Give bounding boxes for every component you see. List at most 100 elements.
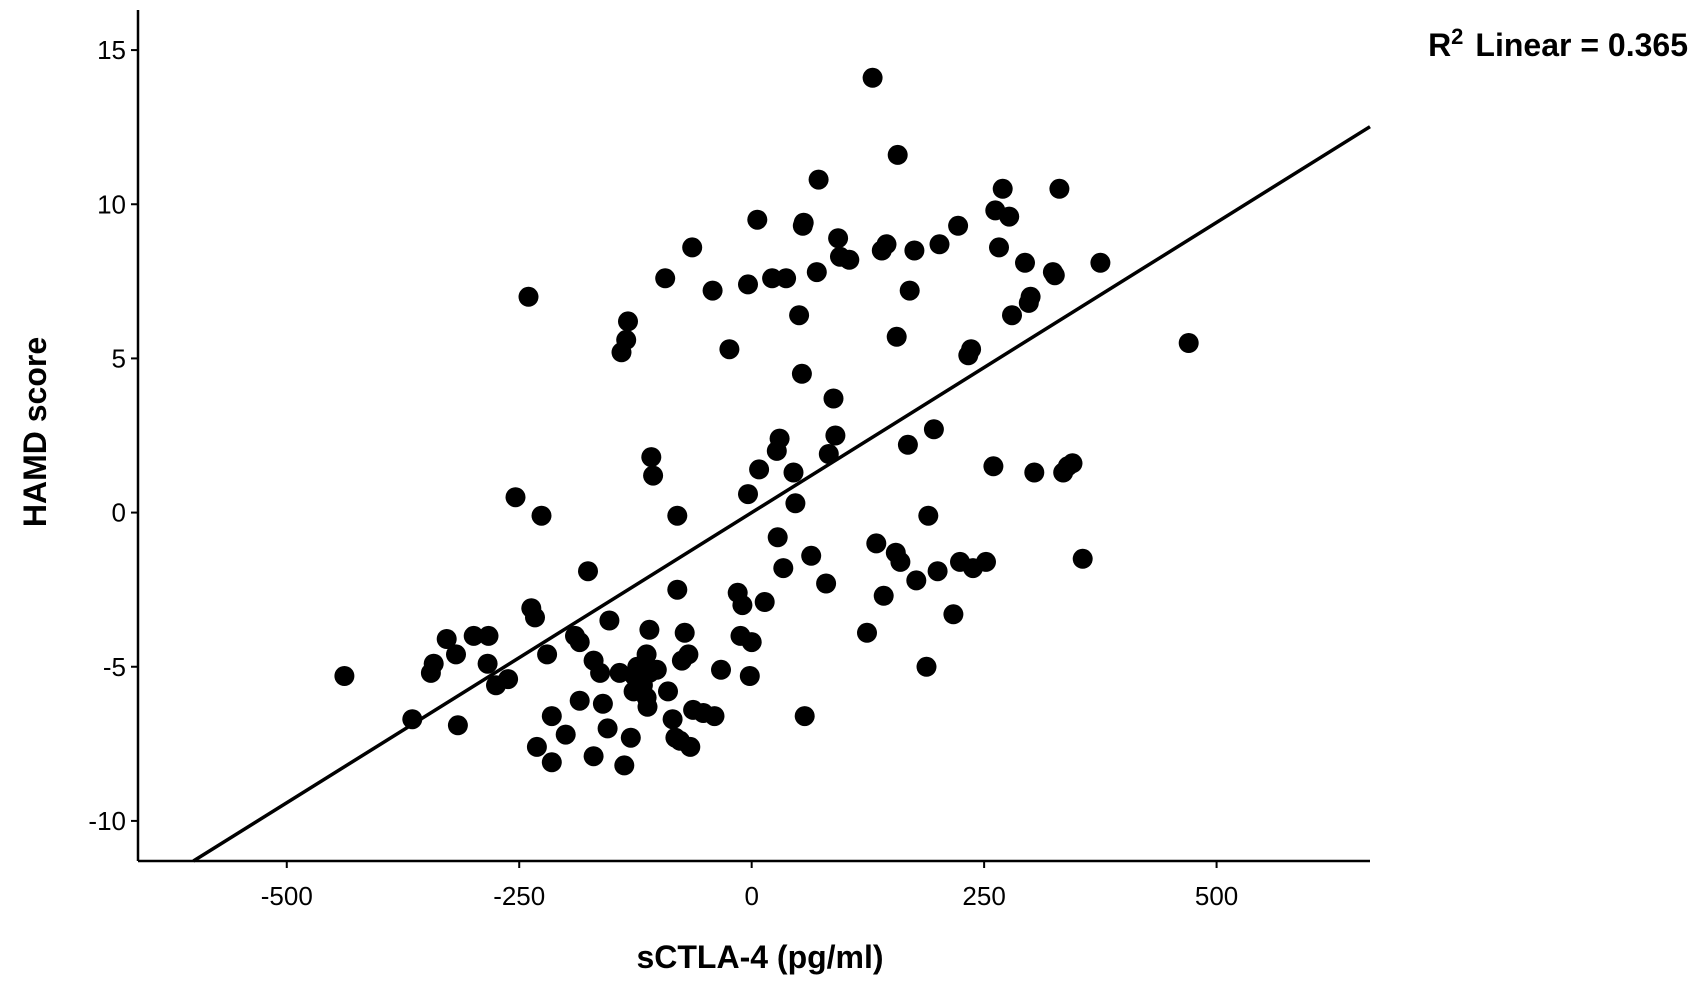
x-tick-label: 250: [962, 881, 1005, 911]
x-tick-label: -250: [493, 881, 545, 911]
fit-line-layer: [192, 125, 1371, 863]
data-point: [423, 653, 444, 674]
data-point: [918, 505, 939, 526]
data-point: [789, 305, 810, 326]
data-point: [658, 681, 678, 702]
data-point: [655, 268, 676, 289]
data-point: [569, 690, 590, 711]
data-point: [667, 579, 688, 600]
data-point: [518, 286, 539, 307]
data-point: [989, 237, 1009, 258]
data-point: [862, 67, 883, 88]
data-point: [818, 444, 839, 464]
data-point: [904, 240, 925, 261]
data-point: [749, 459, 770, 480]
data-point: [614, 755, 635, 776]
data-point: [762, 268, 783, 289]
data-point: [739, 666, 760, 686]
data-point: [569, 632, 590, 653]
data-point: [738, 274, 758, 295]
data-point: [531, 505, 552, 526]
r-squared-base: R: [1428, 27, 1451, 63]
data-point: [754, 592, 775, 612]
data-point: [597, 718, 618, 739]
data-point: [711, 659, 731, 680]
data-point: [1062, 453, 1083, 474]
data-point: [927, 561, 948, 582]
data-point: [682, 237, 703, 258]
data-point: [783, 462, 804, 483]
data-point: [747, 209, 768, 230]
data-point: [793, 212, 814, 233]
data-point: [447, 715, 468, 736]
data-point: [983, 456, 1004, 477]
data-point: [916, 656, 937, 677]
data-point: [876, 234, 897, 255]
data-point: [1015, 252, 1035, 273]
data-point: [702, 280, 723, 301]
data-point: [616, 329, 637, 350]
data-point: [857, 622, 877, 643]
data-point: [537, 644, 558, 665]
data-point: [678, 644, 699, 665]
data-point: [999, 206, 1020, 227]
data-point: [446, 644, 466, 665]
data-point: [873, 585, 894, 606]
data-point: [976, 551, 996, 572]
data-point: [899, 280, 920, 301]
data-point: [1090, 252, 1111, 273]
x-tick-label: -500: [261, 881, 313, 911]
y-tick-label: 5: [112, 343, 126, 373]
y-tick-label: -5: [103, 652, 126, 682]
data-point: [929, 234, 950, 255]
data-point: [680, 736, 701, 757]
data-point: [334, 666, 355, 686]
x-tick-label: 500: [1195, 881, 1238, 911]
data-point: [1002, 305, 1022, 326]
data-point: [906, 570, 927, 591]
data-point: [1178, 333, 1199, 353]
data-point: [961, 339, 982, 360]
data-point: [618, 311, 638, 332]
data-point: [498, 669, 519, 690]
data-point: [741, 632, 762, 653]
y-tick-label: 15: [97, 35, 126, 65]
data-point: [526, 736, 547, 757]
data-point: [555, 724, 576, 745]
data-point: [463, 625, 484, 646]
data-point: [866, 533, 887, 554]
r-squared-superscript: 2: [1451, 24, 1463, 49]
data-point: [541, 706, 562, 727]
data-point: [1072, 548, 1093, 569]
data-point: [732, 595, 753, 616]
data-point: [477, 653, 498, 674]
data-point: [794, 706, 815, 727]
data-point: [637, 696, 658, 717]
data-point: [992, 178, 1013, 199]
data-point: [897, 434, 918, 455]
y-tick-label: -10: [88, 806, 126, 836]
data-point: [839, 249, 860, 270]
data-point: [636, 644, 657, 665]
data-point: [828, 228, 849, 249]
data-point: [785, 493, 806, 514]
data-point: [1020, 286, 1041, 307]
data-point: [1024, 462, 1045, 483]
data-point: [592, 693, 613, 714]
data-point: [823, 388, 844, 409]
data-point: [609, 662, 630, 683]
data-point: [620, 727, 641, 748]
data-point: [583, 746, 604, 767]
y-tick-label: 10: [97, 189, 126, 219]
data-point: [643, 465, 664, 486]
data-point: [767, 527, 788, 548]
data-point: [599, 610, 620, 631]
data-point: [1044, 265, 1065, 286]
data-point: [806, 262, 827, 283]
data-point: [704, 706, 725, 727]
data-point: [1049, 178, 1070, 199]
data-point: [887, 144, 908, 165]
y-tick-label: 0: [112, 498, 126, 528]
data-point: [578, 561, 598, 582]
